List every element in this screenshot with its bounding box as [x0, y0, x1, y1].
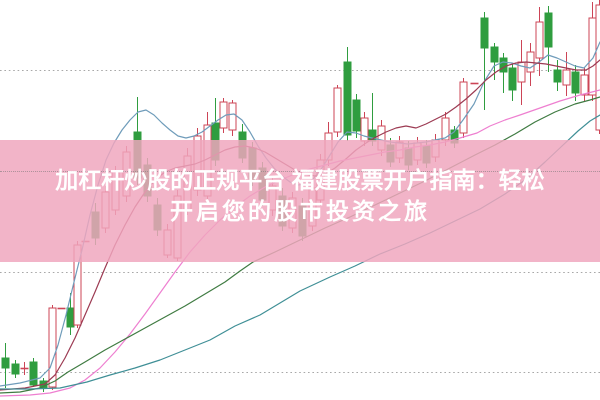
candle [588, 2, 597, 101]
candle [20, 362, 29, 375]
candle [343, 47, 352, 141]
headline-banner: 加杠杆炒股的正规平台 福建股票开户指南：轻松 开启您的股市投资之旅 [0, 140, 600, 262]
headline-text: 加杠杆炒股的正规平台 福建股票开户指南：轻松 开启您的股市投资之旅 [0, 140, 600, 227]
candle [1, 343, 10, 388]
candle [571, 65, 580, 101]
candle [553, 60, 562, 91]
candle [499, 53, 508, 93]
candle [508, 63, 517, 101]
candle [535, 7, 544, 76]
candle [48, 305, 57, 390]
candle [228, 100, 237, 136]
candle [333, 85, 342, 137]
candle [562, 52, 571, 96]
candle [595, 0, 600, 134]
headline-line-2: 开启您的股市投资之旅 [170, 198, 430, 224]
candle [526, 43, 535, 86]
candle [580, 68, 589, 101]
gridline-ghost [0, 171, 600, 172]
candle [29, 358, 38, 387]
candle [11, 360, 20, 378]
candle [66, 293, 75, 335]
candle [544, 6, 553, 72]
candle [459, 78, 468, 138]
candle [517, 40, 526, 105]
candle [352, 94, 361, 138]
headline-line-1: 加杠杆炒股的正规平台 福建股票开户指南：轻松 [55, 167, 545, 193]
candle [480, 12, 489, 110]
